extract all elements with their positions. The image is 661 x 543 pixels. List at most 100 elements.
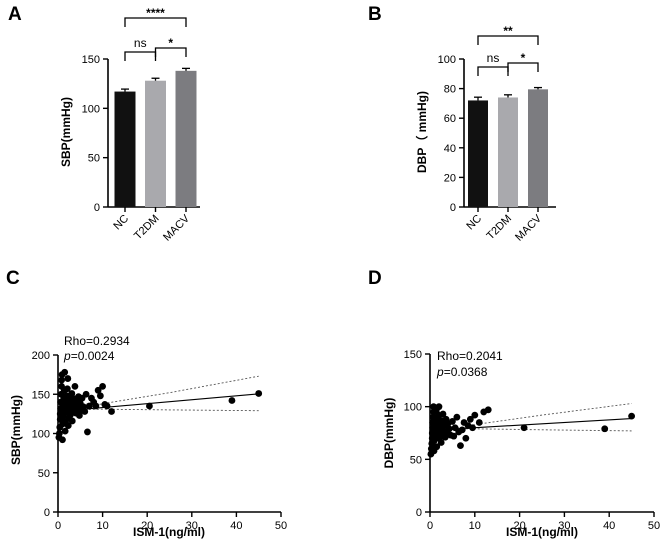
chart-c-point <box>71 383 79 390</box>
chart-b-ytick-label: 60 <box>444 113 456 125</box>
chart-d-rho: Rho=0.2041 <box>437 349 503 363</box>
chart-c-point <box>103 402 111 410</box>
chart-c-xtick-label: 0 <box>55 520 61 532</box>
chart-d-xtick-label: 30 <box>558 520 570 532</box>
chart-d-xtick-label: 10 <box>469 520 481 532</box>
chart-c-ci-lower <box>57 404 259 412</box>
chart-c-point <box>92 402 100 410</box>
chart-b-xtick-label: NC <box>464 213 484 233</box>
chart-d-point <box>435 403 443 411</box>
chart-d-point <box>466 415 474 423</box>
chart-a-ylabel: SBP(mmHg) <box>59 97 73 167</box>
chart-a-bracket <box>124 17 187 27</box>
chart-c-point <box>94 386 102 394</box>
chart-d-point <box>437 439 445 446</box>
chart-c-point <box>68 390 76 397</box>
chart-b-significance-label: ** <box>503 24 513 38</box>
chart-b-bar <box>468 100 488 207</box>
chart-d-point <box>450 432 458 440</box>
panel-label-b: B <box>368 4 382 25</box>
chart-d-point <box>520 424 528 432</box>
chart-c: 0 50 100 150 200 0 10 20 30 40 50 <box>32 350 287 532</box>
chart-d-ytick-label: 100 <box>404 402 422 414</box>
chart-c-fit-line <box>58 393 259 412</box>
chart-d-ytick-label: 50 <box>410 454 422 466</box>
chart-c-point <box>228 397 236 404</box>
chart-a-significance-label: ns <box>134 36 147 50</box>
chart-b-bracket <box>507 62 539 72</box>
chart-a-significance-label: **** <box>146 6 165 20</box>
chart-c-point <box>63 385 71 393</box>
chart-d-point <box>462 434 470 442</box>
chart-c-p: p=0.0024 <box>63 349 115 363</box>
chart-a-bar <box>114 91 136 207</box>
chart-b-bracket <box>477 35 539 45</box>
chart-c-ytick-label: 50 <box>38 468 50 480</box>
chart-d-point <box>449 418 456 425</box>
chart-c-xtick-label: 10 <box>96 520 108 532</box>
chart-c-point <box>59 436 66 444</box>
chart-c-xtick-label: 20 <box>141 520 153 532</box>
chart-d-xtick-label: 40 <box>603 520 615 532</box>
chart-c-point <box>146 402 153 410</box>
chart-c-point <box>99 383 106 390</box>
chart-d-xtick-label: 20 <box>513 520 525 532</box>
chart-c-point <box>55 430 63 437</box>
chart-b-ytick-label: 40 <box>444 143 456 155</box>
chart-b-ytick-label: 80 <box>444 84 456 96</box>
chart-c-ytick-label: 200 <box>32 350 50 362</box>
chart-c-point <box>76 412 83 419</box>
chart-d-xtick-label: 0 <box>427 520 433 532</box>
chart-b-bar <box>498 97 518 207</box>
chart-c-ytick-label: 0 <box>44 507 50 519</box>
chart-c-ylabel: SBP(mmHg) <box>9 395 23 465</box>
chart-d-point <box>628 412 635 420</box>
chart-c-xtick-label: 50 <box>275 520 287 532</box>
chart-a-bar <box>145 80 166 207</box>
chart-a-ytick-label: 100 <box>82 103 100 115</box>
chart-d-ytick-label: 150 <box>404 349 422 361</box>
chart-a-ytick-label: 50 <box>88 153 100 165</box>
chart-c-point <box>85 402 93 410</box>
chart-d-p: p=0.0368 <box>436 365 488 379</box>
chart-d-point <box>601 425 609 433</box>
chart-c-p-value: =0.0024 <box>71 349 115 363</box>
chart-c-xlabel: ISM-1(ng/ml) <box>133 525 205 539</box>
panel-label-a: A <box>8 4 22 25</box>
chart-d-ytick-label: 0 <box>416 507 422 519</box>
chart-c-point <box>61 368 69 376</box>
chart-a-bracket <box>124 51 157 61</box>
chart-c-xtick-label: 30 <box>186 520 198 532</box>
chart-c-point <box>64 375 72 382</box>
chart-d-point <box>469 424 476 432</box>
chart-d-point <box>458 426 466 434</box>
chart-c-ci-upper <box>57 375 259 419</box>
chart-c-point <box>68 417 76 425</box>
chart-b-xtick-label: T2DM <box>484 213 514 243</box>
chart-a-ytick-label: 150 <box>82 54 100 66</box>
chart-b-ylabel: DBP（ mmHg) <box>414 91 429 173</box>
chart-c-point <box>61 427 69 435</box>
chart-a-ytick-label: 0 <box>94 202 100 214</box>
chart-d-point <box>445 425 453 433</box>
chart-c-point <box>255 390 263 397</box>
chart-a-xtick-label: MACV <box>161 212 192 243</box>
chart-d-point <box>457 442 464 450</box>
chart-c-point <box>84 428 91 436</box>
chart-d-point <box>475 419 483 426</box>
chart-b-bracket <box>477 66 509 76</box>
chart-c-ytick-label: 150 <box>32 389 50 401</box>
chart-c-point <box>96 392 104 400</box>
panel-label-d: D <box>368 268 382 289</box>
chart-d-point <box>439 410 447 418</box>
chart-c-point <box>108 408 115 415</box>
chart-c-xtick-label: 40 <box>230 520 242 532</box>
chart-b-bar <box>528 89 548 207</box>
chart-c-point <box>81 408 89 415</box>
chart-a-bar <box>175 70 197 207</box>
chart-b-ytick-label: 0 <box>450 202 456 214</box>
chart-d: 0 50 100 150 0 10 20 30 40 50 <box>404 349 660 532</box>
